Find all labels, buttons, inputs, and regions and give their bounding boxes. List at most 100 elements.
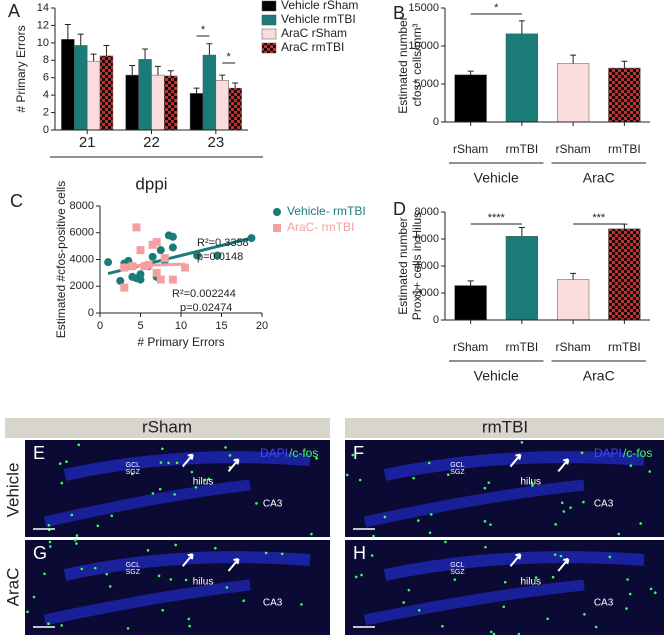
panel-letter: G: [33, 543, 47, 563]
cell-dot: [225, 586, 229, 589]
cell-dot: [264, 551, 268, 555]
tissue-wash: [345, 440, 664, 537]
stain-label: /c-fos: [623, 446, 652, 460]
region-label: SGZ: [450, 469, 465, 476]
cell-dot: [617, 532, 621, 536]
point: [148, 240, 157, 249]
cell-dot: [105, 572, 109, 576]
region-label: hilus: [193, 577, 214, 588]
cell-dot: [75, 534, 79, 537]
panel-letter: C: [10, 191, 23, 211]
region-label: hilus: [193, 477, 214, 488]
y-tick-label: 0: [88, 307, 94, 319]
legend-swatch: [261, 28, 277, 40]
point: [168, 232, 177, 241]
header-bar: [5, 418, 330, 438]
cell-dot: [58, 462, 62, 465]
panel-letter: H: [353, 543, 366, 563]
y-axis-label: # Primary Errors: [14, 25, 28, 112]
y-tick-label: 6000: [70, 227, 94, 239]
cell-dot: [151, 492, 155, 495]
legend-label: AraC rmTBI: [281, 40, 344, 54]
cell-dot: [157, 574, 161, 578]
panel-letter: F: [353, 443, 364, 463]
cell-dot: [255, 502, 258, 505]
legend-label: AraC rSham: [281, 26, 347, 40]
x-tick-label: 20: [256, 320, 268, 332]
y-tick-label: 14: [37, 2, 49, 14]
cell-dot: [77, 443, 81, 447]
x-tick-label: 10: [175, 320, 187, 332]
cell-dot: [351, 453, 355, 457]
tissue-band: [363, 479, 585, 528]
y-tick-label: 6: [43, 72, 49, 84]
error-bar: [154, 65, 161, 76]
y-axis-label: cfos⁺ cells/mm³: [410, 23, 424, 106]
legend-swatch: [273, 208, 281, 216]
significance-label: *: [201, 24, 206, 36]
group-label: AraC: [583, 170, 615, 186]
region-label: hilus: [520, 577, 541, 588]
error-bar: [570, 54, 577, 64]
y-tick-label: 15000: [408, 2, 439, 14]
bar: [61, 39, 75, 131]
cell-dot: [175, 461, 179, 465]
y-tick-label: 6000: [415, 233, 439, 245]
cell-dot: [402, 601, 405, 604]
y-tick-label: 2: [43, 106, 49, 118]
tissue-band: [63, 451, 311, 481]
arrow: [509, 453, 522, 468]
cell-dot: [427, 461, 431, 465]
cell-dot: [73, 538, 77, 542]
error-bar: [64, 24, 71, 40]
tissue-band: [383, 451, 645, 481]
point: [136, 270, 145, 279]
x-tick-label: 21: [79, 134, 96, 151]
error-bar: [77, 33, 84, 46]
x-axis-label: dppi: [135, 174, 167, 193]
x-tick-label: rSham: [555, 340, 590, 354]
cell-dot: [489, 630, 493, 634]
y-axis-label: Estimated #cfos-positive cells: [54, 181, 68, 338]
annotation: R²=0.3358: [197, 237, 249, 249]
bar: [608, 228, 641, 321]
error-bar: [167, 70, 174, 76]
y-tick-label: 12: [37, 19, 49, 31]
region-label: CA3: [594, 499, 614, 510]
region-label: SGZ: [450, 569, 465, 576]
group-label: Vehicle: [474, 170, 519, 186]
point: [132, 223, 141, 232]
bar: [86, 60, 101, 131]
legend-label: Vehicle- rmTBI: [287, 204, 366, 218]
group-label: Vehicle: [474, 368, 519, 384]
y-tick-label: 8: [43, 54, 49, 66]
row-header: Vehicle: [3, 463, 22, 518]
point: [156, 246, 165, 255]
cell-dot: [43, 572, 46, 576]
point: [152, 238, 161, 247]
panel-letter: B: [393, 3, 405, 23]
point: [120, 283, 129, 292]
cell-dot: [553, 553, 557, 556]
x-tick-label: 0: [97, 320, 103, 332]
cell-dot: [517, 632, 521, 635]
panel-letter: A: [8, 1, 20, 21]
point: [181, 263, 190, 272]
cell-dot: [47, 523, 51, 527]
cell-dot: [554, 523, 557, 526]
cell-dot: [503, 580, 507, 584]
error-bar: [570, 272, 577, 280]
error-bar: [621, 223, 628, 229]
cell-dot: [300, 603, 303, 606]
annotation: p=0.0148: [197, 251, 243, 263]
cell-dot: [453, 578, 457, 581]
y-tick-label: 10: [37, 37, 49, 49]
panel-letter: E: [33, 443, 45, 463]
significance-label: *: [227, 51, 232, 63]
cell-dot: [214, 546, 217, 550]
cell-dot: [560, 501, 564, 505]
error-bar: [232, 82, 239, 89]
x-tick-label: 15: [215, 320, 227, 332]
y-tick-label: 0: [433, 314, 439, 326]
